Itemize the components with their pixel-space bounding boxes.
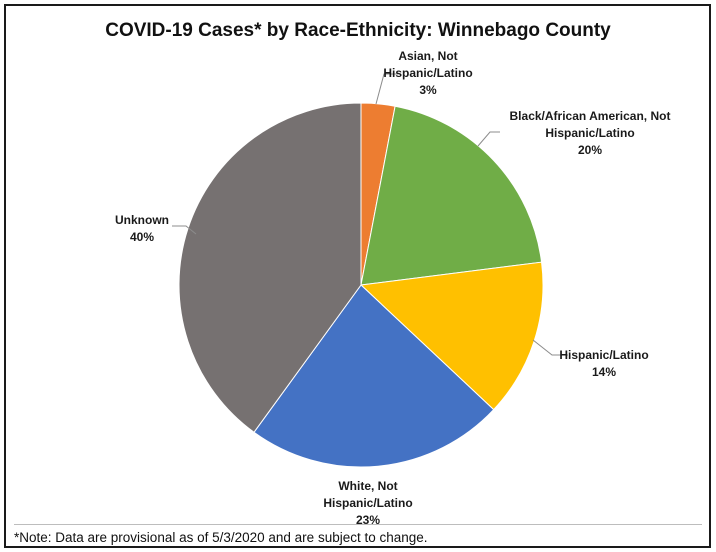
slice-label-line: Hispanic/Latino <box>545 126 634 140</box>
leader-line <box>375 73 398 105</box>
slice-label: Unknown 40% <box>115 213 169 244</box>
slice-label-line: Hispanic/Latino <box>383 66 472 80</box>
slice-percent: 23% <box>356 513 380 527</box>
slice-label-line: Hispanic/Latino <box>323 496 412 510</box>
slice-percent: 20% <box>578 143 602 157</box>
leader-line <box>172 225 197 235</box>
slice-label: Black/African American, Not Hispanic/Lati… <box>510 109 671 157</box>
pie-slice <box>178 102 362 433</box>
slice-label: White, Not Hispanic/Latino 23% <box>323 479 412 527</box>
slice-label-line: Black/African American, Not <box>510 109 671 123</box>
slice-percent: 3% <box>419 83 437 97</box>
slice-label-line: Asian, Not <box>398 49 457 63</box>
pie-slices <box>178 102 544 468</box>
slice-label: Hispanic/Latino 14% <box>559 348 648 379</box>
leader-line <box>477 131 500 147</box>
leader-line <box>532 339 568 356</box>
slice-label: Asian, Not Hispanic/Latino 3% <box>383 49 472 97</box>
slice-labels: Asian, Not Hispanic/Latino 3% Black/African… <box>115 49 670 527</box>
slice-label-line: White, Not <box>338 479 397 493</box>
slice-percent: 14% <box>592 365 616 379</box>
slice-percent: 40% <box>130 230 154 244</box>
footnote-divider <box>14 524 702 525</box>
chart-title: COVID-19 Cases* by Race-Ethnicity: Winne… <box>105 20 611 41</box>
leader-lines <box>172 73 568 356</box>
footnote: *Note: Data are provisional as of 5/3/20… <box>14 530 428 545</box>
pie-slice <box>253 284 495 468</box>
slice-label-line: Unknown <box>115 213 169 227</box>
slice-label-line: Hispanic/Latino <box>559 348 648 362</box>
pie-slice <box>360 105 543 286</box>
